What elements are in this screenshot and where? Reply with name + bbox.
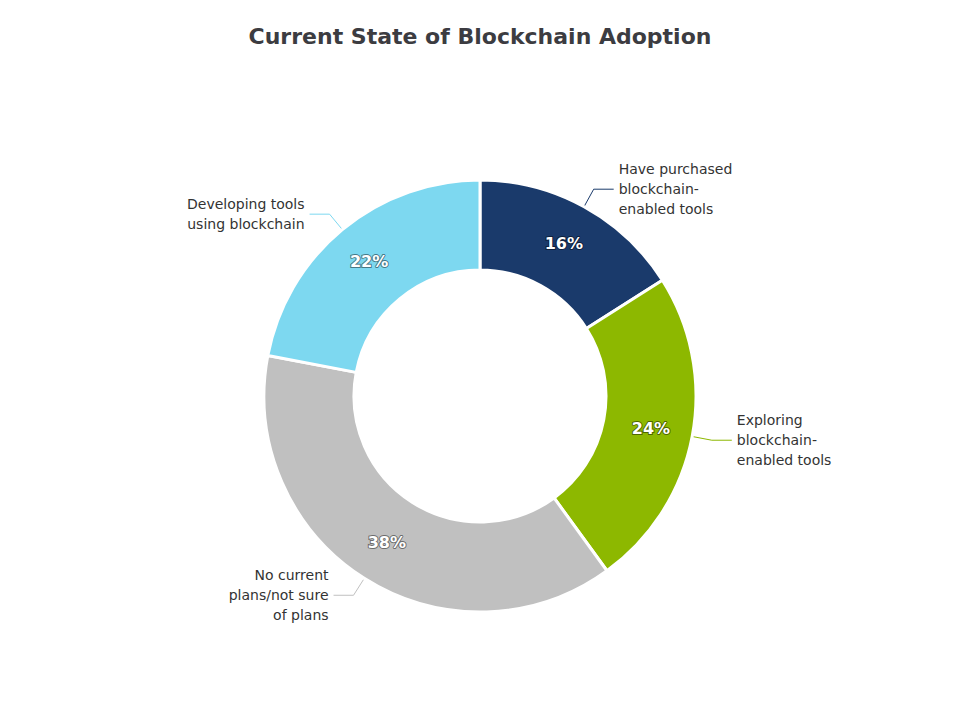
svg-text:No current: No current (255, 567, 330, 583)
svg-text:of plans: of plans (273, 607, 328, 623)
svg-text:using blockchain: using blockchain (187, 216, 304, 232)
svg-text:blockchain-: blockchain- (737, 432, 817, 448)
svg-text:Exploring: Exploring (737, 412, 803, 428)
svg-text:blockchain-: blockchain- (619, 181, 699, 197)
svg-text:22%: 22% (350, 252, 388, 271)
svg-text:38%: 38% (368, 533, 406, 552)
svg-text:Developing tools: Developing tools (187, 196, 305, 212)
svg-text:16%: 16% (545, 234, 583, 253)
svg-text:Current State of Blockchain Ad: Current State of Blockchain Adoption (249, 24, 712, 49)
svg-text:24%: 24% (632, 419, 670, 438)
svg-text:Have purchased: Have purchased (619, 161, 733, 177)
svg-text:enabled tools: enabled tools (737, 452, 832, 468)
svg-text:enabled tools: enabled tools (619, 201, 714, 217)
svg-text:plans/not sure: plans/not sure (229, 587, 329, 603)
